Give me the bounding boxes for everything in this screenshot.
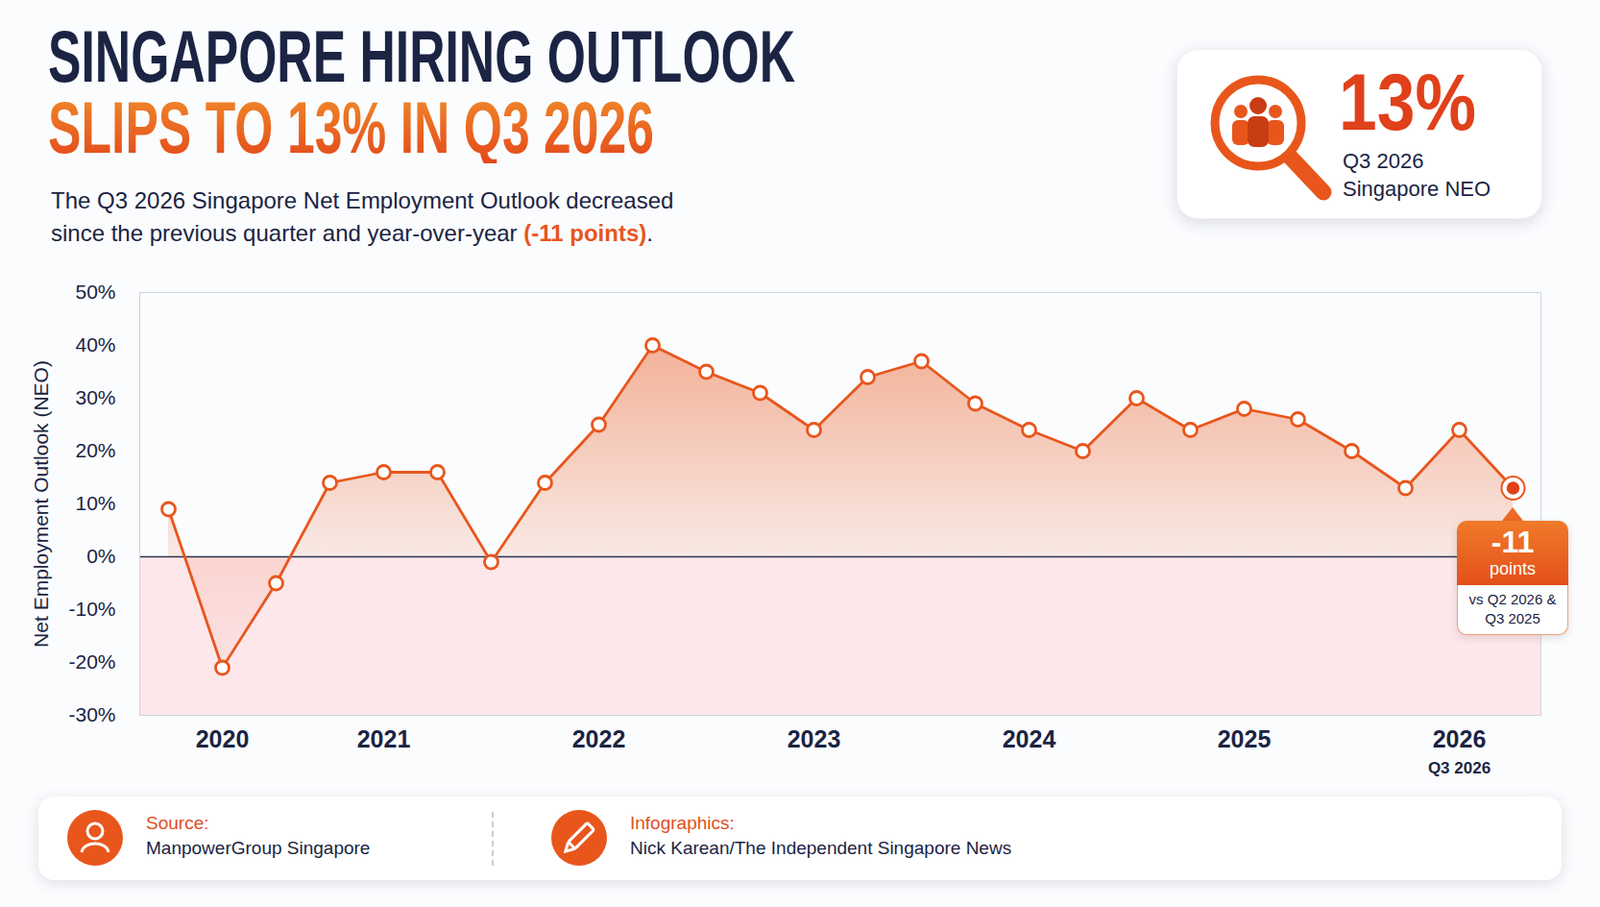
svg-text:Net Employment Outlook (NEO): Net Employment Outlook (NEO) — [29, 360, 52, 648]
html-text:points: points — [1489, 558, 1536, 578]
html-text:Q3 2026: Q3 2026 — [1342, 148, 1424, 173]
svg-text:-30%: -30% — [68, 703, 116, 726]
html-text:SLIPS TO 13% IN Q3 2026: SLIPS TO 13% IN Q3 2026 — [48, 86, 655, 169]
svg-text:2026: 2026 — [1432, 725, 1487, 752]
svg-text:40%: 40% — [74, 333, 116, 356]
html-text:vs Q2 2026 & Q3 2025: vs Q2 2026 & Q3 2025 — [1468, 590, 1557, 626]
html-text:since the previous quarter and: since the previous quarter and year-over… — [50, 219, 653, 246]
html-text:Infographics:: Infographics: — [630, 812, 735, 833]
html-text:SINGAPORE HIRING OUTLOOK: SINGAPORE HIRING OUTLOOK — [48, 15, 796, 97]
html-text:-11: -11 — [1491, 523, 1534, 559]
html-text:Source:: Source: — [145, 812, 209, 833]
svg-text:Q3 2026: Q3 2026 — [1428, 758, 1491, 777]
svg-text:10%: 10% — [74, 491, 116, 514]
svg-text:-20%: -20% — [68, 650, 116, 673]
svg-text:2022: 2022 — [572, 725, 627, 752]
svg-text:0%: 0% — [86, 544, 116, 567]
html-text:Singapore NEO: Singapore NEO — [1342, 176, 1491, 201]
svg-text:50%: 50% — [74, 280, 116, 303]
svg-text:2023: 2023 — [787, 725, 842, 752]
svg-text:-10%: -10% — [68, 597, 116, 620]
svg-text:30%: 30% — [74, 386, 116, 409]
svg-text:2025: 2025 — [1217, 725, 1272, 752]
svg-text:2020: 2020 — [195, 725, 250, 752]
svg-text:20%: 20% — [74, 438, 116, 461]
html-text:Nick Karean/The Independent Si: Nick Karean/The Independent Singapore Ne… — [630, 837, 1012, 858]
svg-text:2021: 2021 — [357, 725, 412, 752]
html-text:ManpowerGroup Singapore: ManpowerGroup Singapore — [145, 837, 371, 858]
html-text:The Q3 2026 Singapore Net Empl: The Q3 2026 Singapore Net Employment Out… — [50, 187, 674, 214]
html-text:13%: 13% — [1338, 56, 1477, 147]
svg-text:2024: 2024 — [1002, 725, 1057, 752]
